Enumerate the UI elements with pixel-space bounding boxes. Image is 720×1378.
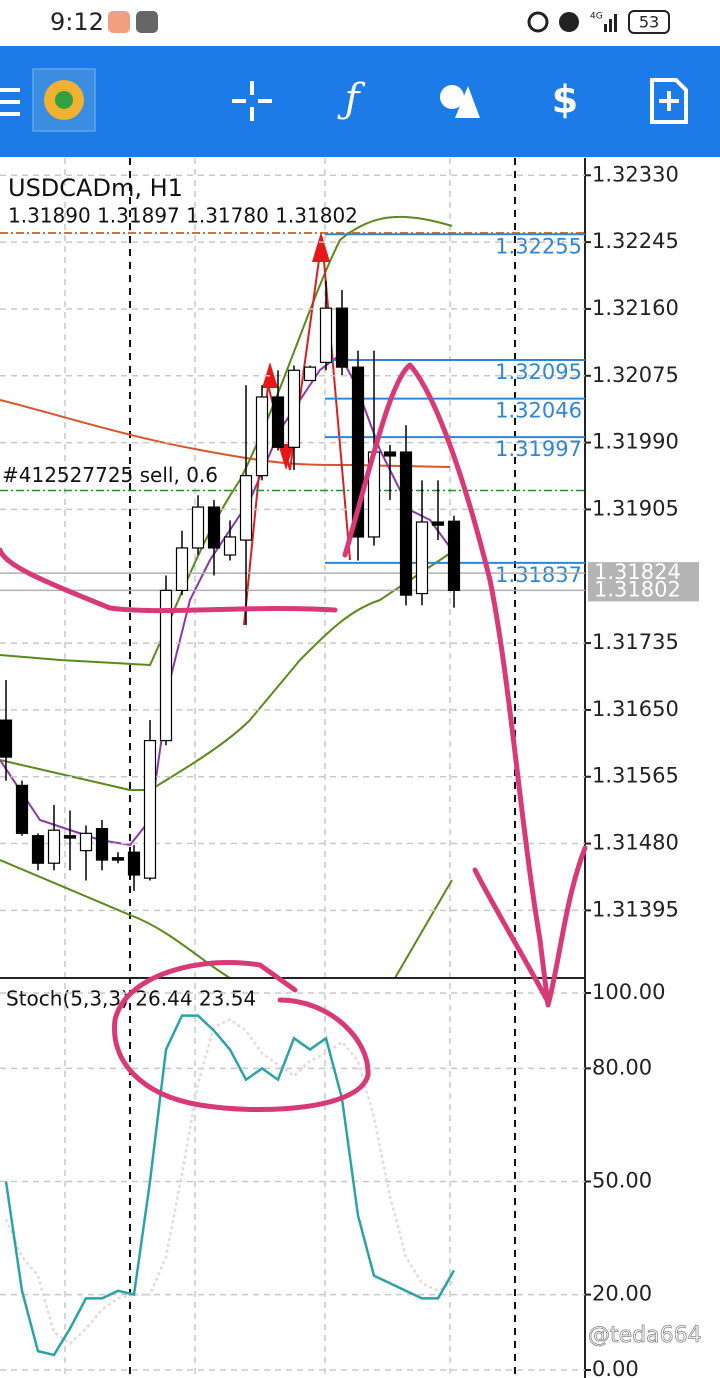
ohlc-text: 1.31890 1.31897 1.31780 1.31802 <box>8 204 358 228</box>
objects-button[interactable] <box>440 85 480 118</box>
candle-body <box>175 547 189 592</box>
signal <box>604 24 607 32</box>
y-tick-label: 1.32330 <box>592 162 679 186</box>
y-tick-label: 1.31650 <box>592 697 679 721</box>
candle-body <box>127 851 141 876</box>
y-tick-label: 1.32075 <box>592 363 679 387</box>
level-label: 1.31837 <box>495 563 582 587</box>
candle-body <box>303 366 317 382</box>
candle-body <box>239 475 253 541</box>
y-tick-label: 20.00 <box>592 1282 652 1306</box>
stoch-title: Stoch(5,3,3) 26.44 23.54 <box>6 987 256 1011</box>
candle-body <box>95 828 109 861</box>
y-tick-label: 1.31735 <box>592 630 679 654</box>
candle-body <box>431 521 445 526</box>
candle-body <box>335 307 349 368</box>
y-tick-label: 1.31395 <box>592 897 679 921</box>
y-tick-label: 80.00 <box>592 1055 652 1079</box>
candle-body <box>287 369 301 448</box>
candle-body <box>0 719 13 758</box>
candle-body <box>399 451 413 596</box>
signal <box>609 19 612 32</box>
candle-body <box>31 835 45 864</box>
candle-body <box>159 589 173 742</box>
eye-icon <box>527 11 549 33</box>
y-tick-label: 1.32160 <box>592 296 679 320</box>
new-order-button[interactable] <box>650 78 688 124</box>
order-label: #412527725 sell, 0.6 <box>2 463 218 487</box>
level-label: 1.32095 <box>495 360 582 384</box>
arrows <box>262 232 330 470</box>
network: 4G <box>590 12 603 22</box>
y-tick-label: 1.32245 <box>592 229 679 253</box>
moving-average <box>0 399 451 468</box>
candle-body <box>415 521 429 595</box>
notification-icon <box>136 11 158 33</box>
candle-body <box>111 857 125 861</box>
price-box <box>588 562 699 585</box>
candle-body <box>319 307 333 364</box>
notification-icon <box>108 11 130 33</box>
battery-level: 53 <box>639 13 659 32</box>
crosshair-button[interactable] <box>232 81 272 121</box>
y-tick-label: 1.31480 <box>592 831 679 855</box>
candle-body <box>191 506 205 549</box>
price-box <box>588 579 699 602</box>
candle-body <box>143 739 157 879</box>
period-separator <box>129 158 516 1378</box>
candle-body <box>47 829 61 864</box>
battery <box>628 10 670 34</box>
level-label: 1.31997 <box>495 437 582 461</box>
chart-title: USDCADm, H1 <box>8 174 183 202</box>
y-tick-label: 50.00 <box>592 1169 652 1193</box>
candle-body <box>271 396 285 448</box>
toolbar <box>0 46 720 157</box>
candle-body <box>15 784 29 834</box>
app-logo <box>55 91 73 109</box>
level-label: 1.32046 <box>495 399 582 423</box>
y-tick-label: 1.31990 <box>592 430 679 454</box>
y-tick-label: 0.00 <box>592 1357 639 1378</box>
trade-button[interactable]: $ <box>552 78 578 122</box>
y-tick-label: 1.31905 <box>592 496 679 520</box>
alarm-icon <box>559 12 579 32</box>
menu-button[interactable] <box>0 88 20 116</box>
clock: 9:12 <box>50 8 104 36</box>
candle-body <box>63 835 77 839</box>
candle-body <box>447 520 461 592</box>
candle-body <box>255 396 269 477</box>
level-label: 1.32255 <box>495 234 582 258</box>
price-label: 1.31802 <box>594 577 681 601</box>
candle-body <box>223 536 237 556</box>
candle-body <box>367 451 381 538</box>
candle-body <box>79 832 93 852</box>
candle-body <box>351 366 365 538</box>
candle-body <box>383 451 397 457</box>
candle-body <box>207 506 221 549</box>
signal <box>614 14 617 32</box>
y-tick-label: 100.00 <box>592 980 665 1004</box>
y-tick-label: 1.31565 <box>592 764 679 788</box>
